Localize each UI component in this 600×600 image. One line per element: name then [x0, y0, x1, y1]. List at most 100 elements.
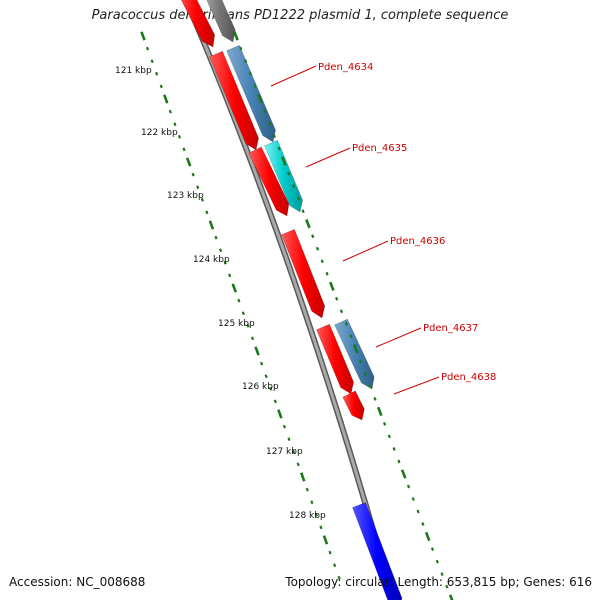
scale-track-tick: [237, 298, 241, 303]
scale-track-tick: [145, 46, 150, 51]
scale-tick-label: 127 kbp: [266, 447, 303, 457]
scale-track-tick: [223, 260, 227, 265]
scale-tick-label: 125 kbp: [218, 319, 255, 329]
scale-track-tick: [299, 472, 306, 482]
gene-callout-line: [305, 147, 351, 168]
scale-tick-label: 123 kbp: [167, 191, 204, 201]
scale-track-tick: [150, 59, 154, 64]
gene-feature[interactable]: [203, 0, 236, 43]
scale-track-tick: [246, 323, 250, 328]
feature-track-tick: [267, 121, 272, 126]
gene-feature[interactable]: [342, 390, 365, 421]
scale-track-tick: [269, 386, 273, 391]
feature-track-tick: [277, 146, 281, 151]
scale-track-tick: [205, 210, 209, 215]
feature-track-tick: [339, 309, 344, 314]
gene-feature[interactable]: [248, 146, 290, 217]
scale-track-tick: [177, 134, 182, 139]
feature-track-tick: [363, 371, 368, 376]
gene-feature[interactable]: [264, 139, 303, 213]
scale-track-tick: [241, 311, 245, 316]
scale-track-tick: [260, 361, 264, 366]
feature-track-tick: [416, 509, 420, 514]
gene-feature[interactable]: [177, 0, 216, 48]
scale-track-tick: [287, 437, 291, 442]
scale-track-tick: [208, 220, 215, 230]
feature-track-tick: [328, 281, 335, 291]
feature-track-tick: [448, 594, 454, 600]
scale-tick-label: 128 kbp: [289, 511, 326, 521]
feature-track-tick: [440, 572, 444, 576]
scale-track-tick: [173, 122, 177, 127]
feature-track-tick: [376, 406, 383, 417]
scale-track-tick: [322, 535, 329, 545]
feature-track-tick: [392, 447, 396, 451]
scale-track-tick: [277, 409, 283, 419]
gene-callout-line: [342, 240, 389, 262]
scale-track-tick: [314, 512, 318, 517]
feature-track-tick: [368, 384, 372, 389]
gene-label-pden-4638[interactable]: Pden_4638: [441, 372, 496, 383]
feature-track-tick: [435, 559, 439, 564]
scale-tick-label: 126 kbp: [242, 382, 279, 392]
feature-track-tick: [387, 434, 391, 439]
feature-track-tick: [373, 396, 377, 401]
feature-track-tick: [397, 459, 401, 464]
scale-track-tick: [163, 94, 169, 104]
scale-track-tick: [328, 550, 332, 555]
gene-feature[interactable]: [281, 229, 326, 319]
feature-track-tick: [421, 522, 425, 526]
feature-track-tick: [248, 71, 252, 76]
feature-track-tick: [325, 271, 329, 276]
feature-track-tick: [424, 531, 431, 542]
scale-tick-label: 122 kbp: [141, 128, 178, 138]
feature-track-tick: [358, 359, 363, 364]
feature-track-tick: [411, 497, 415, 501]
scale-track-tick: [273, 399, 277, 404]
feature-track-tick: [382, 422, 387, 426]
accession-text: Accession: NC_008688: [9, 575, 146, 589]
feature-track-tick: [233, 31, 239, 41]
gene-label-pden-4635[interactable]: Pden_4635: [352, 143, 407, 154]
feature-track-tick: [430, 547, 435, 552]
scale-track-tick: [140, 31, 146, 41]
scale-track-tick: [291, 449, 296, 454]
feature-track-tick: [281, 156, 287, 166]
feature-track-tick: [257, 93, 263, 104]
feature-track-tick: [335, 296, 339, 301]
scale-track-tick: [214, 235, 218, 240]
scale-track-tick: [296, 462, 300, 467]
gene-feature[interactable]: [334, 318, 375, 390]
gene-label-pden-4634[interactable]: Pden_4634: [318, 62, 373, 73]
scale-track-tick: [231, 283, 238, 293]
scale-track-tick: [228, 273, 232, 278]
gene-callout-line: [393, 376, 440, 395]
scale-track-tick: [168, 109, 172, 114]
scale-track-tick: [310, 500, 314, 505]
gene-label-pden-4637[interactable]: Pden_4637: [423, 323, 478, 334]
scale-track-tick: [185, 157, 192, 167]
feature-track-tick: [445, 584, 449, 589]
gene-callout-line: [270, 65, 317, 87]
feature-track-tick: [253, 84, 257, 88]
scale-track-tick: [305, 487, 309, 492]
scale-track-tick: [159, 84, 163, 89]
feature-track-tick: [406, 484, 411, 489]
scale-tick-label: 121 kbp: [115, 66, 152, 76]
scale-track-tick: [333, 563, 337, 568]
scale-track-tick: [254, 346, 260, 356]
feature-track-tick: [263, 109, 267, 113]
gene-feature[interactable]: [316, 323, 354, 395]
feature-track-tick: [243, 59, 248, 63]
scale-track-tick: [282, 424, 287, 429]
gene-feature[interactable]: [352, 502, 403, 600]
feature-track-tick: [311, 234, 315, 239]
feature-track-tick: [287, 171, 291, 176]
scale-track-tick: [319, 525, 323, 530]
gene-label-pden-4636[interactable]: Pden_4636: [390, 236, 445, 247]
feature-track-tick: [301, 209, 305, 214]
feature-track-tick: [296, 196, 300, 201]
feature-track-tick: [320, 259, 324, 264]
gene-feature[interactable]: [209, 50, 259, 151]
feature-track-tick: [272, 134, 276, 138]
